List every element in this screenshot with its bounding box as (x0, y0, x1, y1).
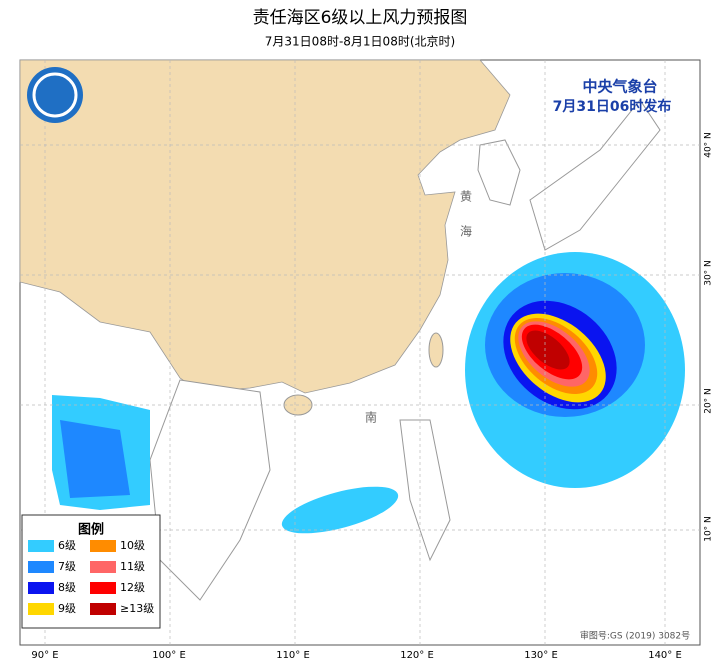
philippines (399, 419, 451, 562)
latitude-label: 40° N (704, 132, 714, 158)
legend-label: 10级 (120, 539, 145, 552)
legend-swatch (28, 603, 54, 615)
taiwan (428, 332, 444, 368)
longitude-label: 110° E (276, 650, 310, 661)
legend-swatch (28, 540, 54, 552)
longitude-label: 90° E (31, 650, 58, 661)
legend-swatch (90, 540, 116, 552)
japan (529, 99, 661, 251)
legend-label: 9级 (58, 602, 76, 615)
legend-swatch (28, 561, 54, 573)
legend-swatch (90, 603, 116, 615)
footer: 审图号:GS (2019) 3082号 (580, 630, 690, 642)
logo-ring (32, 72, 78, 118)
subtitle: 7月31日08时-8月1日08时(北京时) (265, 35, 455, 49)
issuer-name: 中央气象台 (582, 78, 657, 96)
issue-time: 7月31日06时发布 (553, 98, 672, 115)
wind-area-7 (60, 420, 130, 498)
latitude-label: 30° N (704, 260, 714, 286)
legend-label: 8级 (58, 581, 76, 594)
longitude-label: 120° E (400, 650, 434, 661)
longitude-label: 100° E (152, 650, 186, 661)
longitude-labels: 90° E 100° E 110° E 120° E 130° E 140° E (31, 650, 681, 661)
map (19, 59, 661, 601)
latitude-label: 10° N (704, 516, 714, 542)
legend: 图例 6级 10级 7级 11级 8级 12级 9级 ≥13级 (21, 514, 161, 629)
legend-swatch (90, 561, 116, 573)
wind-areas (52, 252, 685, 534)
legend-label: 11级 (120, 560, 145, 573)
latitude-labels: 40° N 30° N 20° N 10° N (704, 132, 714, 542)
graticule (20, 60, 700, 645)
longitude-label: 140° E (648, 650, 682, 661)
legend-label: 7级 (58, 560, 76, 573)
map-label: 海 (460, 224, 472, 239)
legend-label: 6级 (58, 539, 76, 552)
longitude-label: 130° E (524, 650, 558, 661)
title: 责任海区6级以上风力预报图 (253, 8, 468, 28)
legend-title: 图例 (78, 522, 104, 538)
wind-area-13 (526, 330, 570, 370)
legend-label: 12级 (120, 581, 145, 594)
korea (477, 139, 521, 206)
wind-area-6 (281, 486, 399, 534)
map-label: 南 (365, 410, 377, 425)
latitude-label: 20° N (704, 388, 714, 414)
legend-swatch (90, 582, 116, 594)
map-label: 黄 (460, 190, 472, 204)
legend-label: ≥13级 (120, 602, 154, 615)
legend-swatch (28, 582, 54, 594)
